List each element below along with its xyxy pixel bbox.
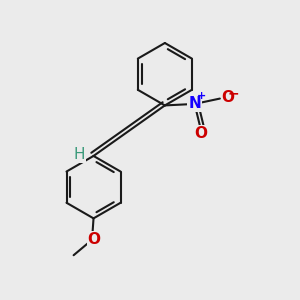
Text: N: N xyxy=(188,96,201,111)
Text: H: H xyxy=(74,147,85,162)
Text: O: O xyxy=(88,232,100,247)
Text: −: − xyxy=(227,86,239,100)
Text: O: O xyxy=(195,126,208,141)
Text: O: O xyxy=(221,91,234,106)
Text: +: + xyxy=(196,91,206,101)
